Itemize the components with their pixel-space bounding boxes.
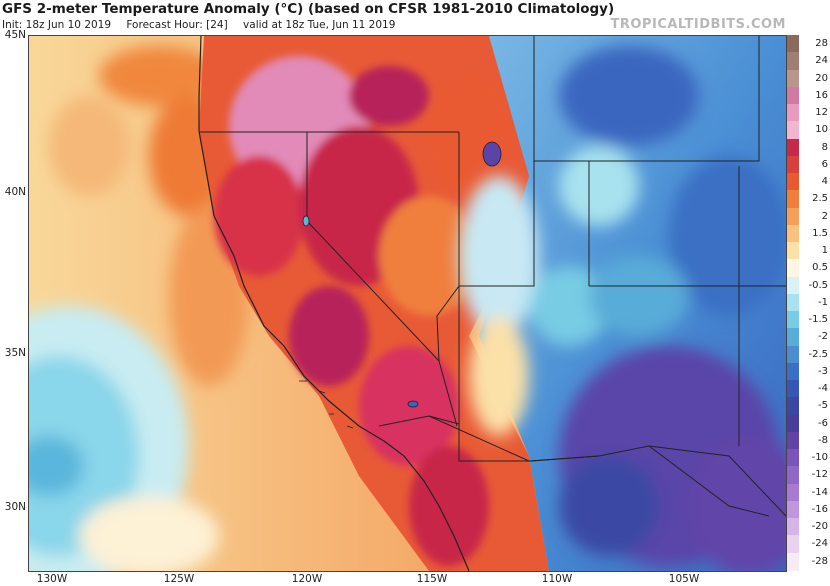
legend-label: -24	[811, 538, 828, 550]
legend-swatch	[787, 293, 799, 312]
legend-label: 12	[815, 107, 828, 119]
lon-label-105w: 105W	[668, 573, 700, 585]
map-subtitle: Init: 18z Jun 10 2019 Forecast Hour: [24…	[2, 19, 407, 31]
legend-swatch	[787, 52, 799, 71]
legend-swatch	[787, 259, 799, 278]
map-canvas	[29, 36, 786, 571]
lat-label-45n: 45N	[4, 29, 26, 41]
state-borders	[199, 36, 786, 517]
legend-label: -12	[811, 469, 828, 481]
legend-swatch	[787, 138, 799, 157]
legend-label: 20	[815, 72, 828, 84]
brand-watermark[interactable]: TROPICALTIDBITS.COM	[610, 17, 786, 32]
pacific-coastline	[198, 36, 470, 571]
legend-label: -28	[811, 555, 828, 567]
legend-label: -3	[818, 365, 828, 377]
legend-label: 2	[821, 210, 828, 222]
great-salt-lake	[482, 141, 502, 167]
legend-swatch	[787, 276, 799, 295]
legend-label: 8	[821, 141, 828, 153]
pacific-cool-field	[29, 306, 219, 571]
legend-label: -5	[818, 400, 828, 412]
eastern-land-field	[459, 36, 786, 571]
legend-label: -6	[818, 417, 828, 429]
legend-label: 6	[821, 158, 828, 170]
lat-label-40n: 40N	[4, 186, 26, 198]
map-title: GFS 2-meter Temperature Anomaly (°C) (ba…	[2, 1, 615, 17]
legend-label: 1.5	[812, 227, 828, 239]
legend-swatch	[787, 483, 799, 502]
legend-label: -14	[811, 486, 828, 498]
legend-label: -1.5	[808, 314, 828, 326]
legend-swatch	[787, 552, 799, 571]
forecast-hour: Forecast Hour: [24]	[126, 19, 228, 31]
legend-swatch	[787, 69, 799, 88]
legend-label: 10	[815, 124, 828, 136]
legend-swatch	[787, 466, 799, 485]
legend-swatch	[787, 311, 799, 330]
lat-label-30n: 30N	[4, 501, 26, 513]
legend-label: 0.5	[812, 262, 828, 274]
legend-label: 1	[821, 245, 828, 257]
legend-label: -1	[818, 296, 828, 308]
legend-swatch	[787, 345, 799, 364]
lon-label-120w: 120W	[291, 573, 323, 585]
init-time: Init: 18z Jun 10 2019	[2, 19, 112, 31]
legend-swatch	[787, 328, 799, 347]
legend-label: -16	[811, 503, 828, 515]
legend-swatch	[787, 380, 799, 399]
legend-swatch	[787, 518, 799, 537]
legend-swatch	[787, 207, 799, 226]
legend-swatch	[787, 104, 799, 123]
lon-label-115w: 115W	[416, 573, 448, 585]
legend-label: 16	[815, 89, 828, 101]
legend-swatch	[787, 190, 799, 209]
legend-label: -4	[818, 383, 828, 395]
salton-sea	[407, 400, 419, 408]
legend-swatch	[787, 414, 799, 433]
legend-swatch	[787, 224, 799, 243]
valid-time: valid at 18z Tue, Jun 11 2019	[243, 19, 396, 31]
legend-swatch	[787, 242, 799, 261]
legend-swatch	[787, 362, 799, 381]
legend-swatch	[787, 535, 799, 554]
legend-label: -10	[811, 452, 828, 464]
legend-swatch	[787, 449, 799, 468]
lake-tahoe	[302, 215, 310, 227]
legend-label: -2.5	[808, 348, 828, 360]
legend-label: -8	[818, 434, 828, 446]
lat-label-35n: 35N	[4, 347, 26, 359]
legend-label: 28	[815, 38, 828, 49]
legend-label: 4	[821, 176, 828, 188]
legend-swatch	[787, 86, 799, 105]
legend-swatch	[787, 173, 799, 192]
legend-swatch	[787, 431, 799, 450]
legend-swatch	[787, 155, 799, 174]
lon-label-125w: 125W	[163, 573, 195, 585]
lon-label-130w: 130W	[36, 573, 68, 585]
legend-label: -0.5	[808, 279, 828, 291]
anomaly-map	[28, 35, 787, 572]
legend-label: -20	[811, 521, 828, 533]
channel-islands	[299, 380, 354, 429]
legend-swatch	[787, 35, 799, 53]
legend-swatch	[787, 397, 799, 416]
color-scale-legend: 28 24 20 16 12 10 8 6 4 2.5 2 1.5 1 0.5 -0.5 -1 -1.5 -2 -2…	[787, 35, 828, 571]
legend-label: -2	[818, 331, 828, 343]
legend-swatch	[787, 121, 799, 140]
lon-label-110w: 110W	[541, 573, 573, 585]
legend-label: 2.5	[812, 193, 828, 205]
legend-swatch	[787, 500, 799, 519]
legend-label: 24	[815, 55, 828, 67]
